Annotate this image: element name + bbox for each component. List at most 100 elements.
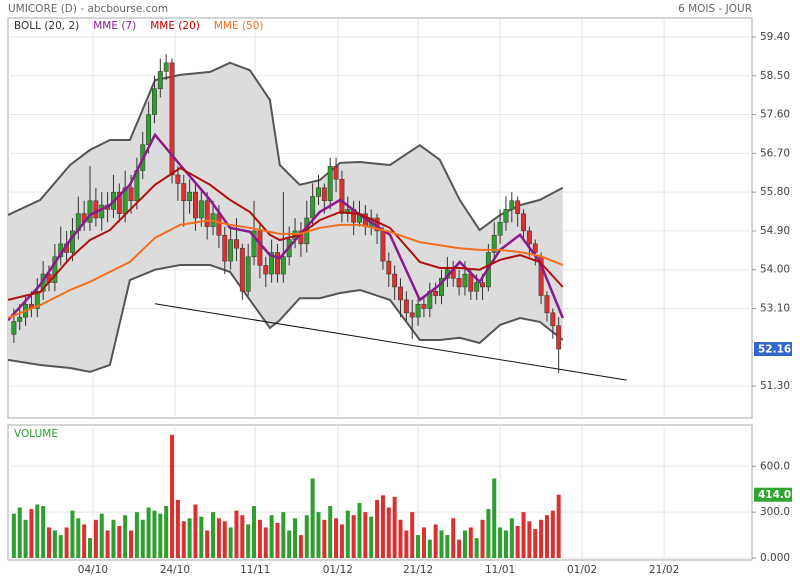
volume-bar (427, 539, 432, 559)
candle-body (503, 209, 509, 223)
volume-bar (123, 515, 128, 559)
volume-bar (375, 499, 380, 559)
volume-bar (52, 530, 57, 559)
volume-bar (164, 506, 169, 559)
candle-body (474, 282, 480, 292)
candle-body (398, 286, 403, 301)
volume-bar (398, 519, 403, 559)
candle-body (462, 273, 468, 288)
volume-bar (457, 539, 462, 559)
volume-bar (58, 535, 63, 559)
volume-bar (328, 506, 333, 559)
candle-body (456, 278, 462, 288)
volume-bar (47, 527, 52, 559)
period-label: 6 MOIS - JOUR (678, 3, 752, 15)
candle-body (263, 265, 269, 275)
price-plot (8, 54, 627, 381)
volume-bar (416, 535, 421, 559)
y-tick-label: 56.70 (760, 147, 790, 159)
volume-bar (41, 506, 46, 559)
legend-entry: BOLL (20, 2) (14, 20, 79, 32)
y-tick-label: 55.80 (760, 186, 790, 198)
y-tick-label: 54.00 (760, 264, 790, 276)
volume-bar (64, 527, 69, 559)
volume-bar (556, 494, 561, 559)
volume-bar (515, 525, 520, 559)
legend-entry: MME (50) (214, 20, 264, 32)
volume-bar (351, 515, 356, 559)
volume-bar (316, 512, 321, 559)
volume-bar (533, 528, 538, 559)
panel-title: VOLUME (14, 428, 58, 440)
y-tick-label: 51.30 (760, 380, 790, 392)
candle-body (146, 114, 152, 145)
bollinger-upper (8, 61, 564, 232)
volume-bar (287, 530, 292, 559)
y-tick-label: 0.000 (760, 552, 790, 564)
last-value-label: 52.16 (758, 344, 791, 356)
candle-body (433, 291, 439, 296)
volume-bar (35, 504, 40, 559)
candle-body (216, 213, 222, 236)
candle-body (275, 252, 280, 275)
candle-body (257, 230, 263, 266)
volume-bar (246, 524, 251, 559)
volume-bar (158, 513, 163, 559)
volume-bar (146, 507, 151, 559)
plot-layer: 51.30 53.10 54.00 54.90 55.80 56.70 57.60 58.50… (7, 17, 792, 576)
last-value-badge (754, 487, 792, 502)
volume-bar (70, 510, 75, 559)
candle-body (521, 213, 526, 232)
candle-body (181, 183, 187, 202)
volume-bar (480, 519, 485, 559)
candle-body (380, 230, 386, 262)
candle-body (532, 243, 538, 253)
candle-body (409, 312, 415, 318)
last-value-label: 414.0 (758, 489, 791, 501)
volume-bar (263, 527, 268, 559)
candle-body (228, 239, 234, 262)
candle-body (497, 222, 503, 236)
y-tick-label: 57.60 (760, 109, 790, 121)
candle-body (480, 282, 485, 288)
candle-body (333, 166, 339, 180)
volume-bar (228, 527, 233, 559)
candle-body (403, 299, 409, 314)
volume-bar (205, 530, 210, 559)
volume-bar (445, 535, 450, 559)
candle-body (415, 303, 421, 318)
volume-bar (17, 507, 22, 559)
candle-body (468, 273, 474, 292)
volume-bar (252, 506, 257, 559)
volume-bar (129, 530, 134, 559)
volume-bar (76, 518, 81, 559)
volume-bar (170, 434, 175, 559)
x-tick-label: 04/10 (78, 564, 108, 576)
volume-bar (486, 509, 491, 559)
candle-body (52, 256, 58, 283)
volume-bar (216, 518, 221, 559)
candle-body (544, 295, 550, 314)
volume-bar (550, 510, 555, 559)
moving-average (8, 132, 564, 322)
candle-body (550, 312, 556, 327)
volume-bar (410, 512, 415, 559)
x-tick-label: 21/12 (403, 564, 433, 576)
candle-body (11, 321, 17, 335)
legend-entry: MME (7) (93, 20, 136, 32)
candle-body (169, 62, 175, 176)
volume-bar (310, 478, 315, 559)
volume-bar (257, 519, 262, 559)
volume-bar (357, 502, 362, 559)
volume-bar (369, 516, 374, 559)
trendline (154, 303, 627, 381)
y-tick-label: 600.0 (760, 460, 790, 472)
volume-bar (492, 478, 497, 559)
volume-bar (99, 513, 104, 559)
volume-bar (111, 519, 116, 559)
candle-body (556, 325, 562, 350)
candle-body (187, 191, 193, 202)
x-tick-label: 01/02 (567, 564, 597, 576)
volume-bar (82, 524, 87, 559)
candle-body (239, 247, 245, 292)
